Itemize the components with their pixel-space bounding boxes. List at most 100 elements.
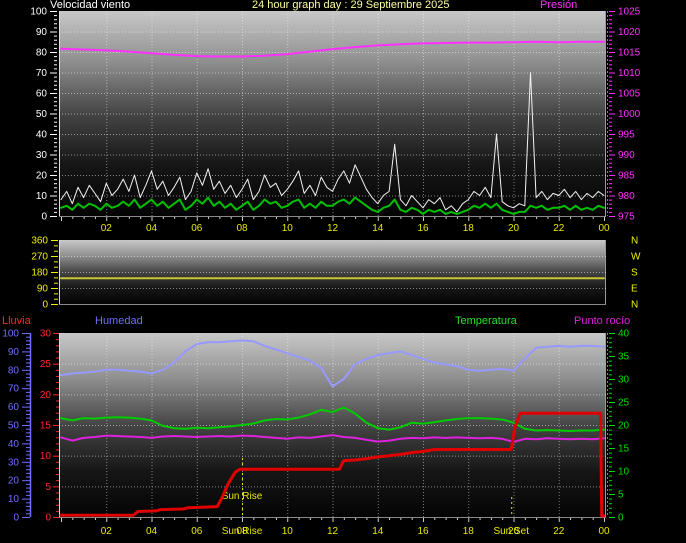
wind-average-series (60, 196, 605, 215)
pressure-series (60, 40, 605, 58)
svg-text:20: 20 (618, 421, 630, 432)
humidity-legend-label: Humedad (95, 315, 143, 327)
wind-direction-left-axis: 0 90 180 270 360 (31, 236, 58, 311)
svg-text:16: 16 (417, 526, 429, 537)
humidity-temp-rain-grid (59, 333, 606, 517)
svg-text:30: 30 (8, 457, 20, 468)
svg-text:15: 15 (618, 444, 630, 455)
svg-text:35: 35 (618, 352, 630, 363)
bottom-x-ticks (61, 518, 605, 522)
svg-text:1005: 1005 (618, 89, 641, 100)
svg-text:10: 10 (618, 467, 630, 478)
wind-panel-x-labels: 02 04 06 08 10 12 14 16 18 20 22 00 (101, 223, 610, 234)
humidity-left-axis: 0 10 20 30 40 50 60 70 80 90 100 (2, 329, 32, 524)
svg-text:12: 12 (327, 223, 339, 234)
svg-text:22: 22 (553, 223, 565, 234)
svg-text:15: 15 (40, 421, 52, 432)
svg-text:40: 40 (8, 439, 20, 450)
svg-text:08: 08 (236, 526, 248, 537)
svg-text:12: 12 (327, 526, 339, 537)
svg-text:40: 40 (36, 130, 48, 141)
svg-text:20: 20 (508, 526, 520, 537)
svg-text:04: 04 (146, 223, 158, 234)
svg-text:70: 70 (36, 68, 48, 79)
svg-text:80: 80 (36, 48, 48, 59)
svg-text:180: 180 (31, 268, 48, 279)
graph-title: 24 hour graph day : 29 Septiembre 2025 (252, 0, 450, 11)
svg-text:360: 360 (31, 236, 48, 247)
svg-text:30: 30 (36, 150, 48, 161)
bottom-x-labels: 02 04 06 08 10 12 14 16 18 20 22 00 (101, 526, 610, 537)
svg-text:20: 20 (40, 390, 52, 401)
svg-text:100: 100 (2, 329, 19, 340)
svg-text:E: E (631, 284, 638, 295)
svg-text:30: 30 (618, 375, 630, 386)
svg-text:995: 995 (618, 130, 635, 141)
rain-legend-label: Lluvia (2, 315, 31, 327)
svg-text:1000: 1000 (618, 109, 641, 120)
svg-text:20: 20 (8, 476, 20, 487)
svg-text:0: 0 (41, 212, 47, 223)
svg-text:0: 0 (42, 300, 48, 311)
svg-text:980: 980 (618, 191, 635, 202)
pressure-right-axis: 975 980 985 990 995 1000 1005 1010 1015 1020 1025 (607, 7, 641, 223)
pressure-legend-label: Presión (540, 0, 578, 11)
svg-text:18: 18 (463, 526, 475, 537)
svg-text:20: 20 (36, 171, 48, 182)
svg-text:70: 70 (8, 384, 20, 395)
humidity-series (60, 339, 605, 388)
sun-markers: Sun Rise (222, 458, 513, 517)
temperature-legend-label: Temperatura (455, 315, 517, 327)
svg-text:0: 0 (45, 513, 51, 524)
svg-text:25: 25 (40, 359, 52, 370)
svg-text:Sun Rise: Sun Rise (222, 491, 263, 502)
svg-text:16: 16 (417, 223, 429, 234)
rain-series (59, 411, 606, 518)
svg-text:270: 270 (31, 252, 48, 263)
svg-text:N: N (631, 300, 638, 311)
wind-panel-x-ticks (61, 217, 605, 221)
svg-text:06: 06 (191, 223, 203, 234)
svg-text:10: 10 (36, 191, 48, 202)
svg-text:10: 10 (8, 494, 20, 505)
rain-left-axis: 0 5 10 15 20 25 30 (40, 329, 59, 524)
svg-text:100: 100 (30, 7, 47, 18)
svg-text:10: 10 (282, 223, 294, 234)
svg-text:25: 25 (618, 398, 630, 409)
svg-text:985: 985 (618, 171, 635, 182)
svg-text:30: 30 (40, 329, 52, 340)
svg-text:14: 14 (372, 526, 384, 537)
svg-text:02: 02 (101, 223, 113, 234)
svg-text:80: 80 (8, 365, 20, 376)
temperature-series (60, 406, 605, 432)
svg-text:0: 0 (13, 513, 19, 524)
svg-text:5: 5 (618, 490, 624, 501)
svg-text:10: 10 (282, 526, 294, 537)
svg-text:1015: 1015 (618, 48, 641, 59)
wind-speed-left-axis: 0 10 20 30 40 50 60 70 80 90 100 (30, 7, 57, 223)
svg-text:40: 40 (618, 329, 630, 340)
svg-text:20: 20 (508, 223, 520, 234)
svg-text:50: 50 (8, 421, 20, 432)
svg-text:1025: 1025 (618, 7, 641, 18)
svg-text:00: 00 (598, 526, 610, 537)
svg-text:90: 90 (37, 284, 49, 295)
svg-text:60: 60 (36, 89, 48, 100)
svg-text:10: 10 (40, 451, 52, 462)
svg-text:00: 00 (598, 223, 610, 234)
svg-text:90: 90 (36, 27, 48, 38)
wind-gust-series (60, 72, 605, 213)
svg-text:08: 08 (236, 223, 248, 234)
svg-text:Sun Set: Sun Set (493, 526, 529, 537)
svg-text:50: 50 (36, 109, 48, 120)
sun-axis-labels: Sun Rise Sun Set (222, 526, 530, 537)
svg-text:5: 5 (45, 482, 51, 493)
svg-text:02: 02 (101, 526, 113, 537)
temperature-right-axis: 0 5 10 15 20 25 30 35 40 (607, 329, 630, 524)
wind-direction-grid (59, 256, 606, 289)
svg-text:Sun Rise: Sun Rise (222, 526, 263, 537)
svg-text:975: 975 (618, 212, 635, 223)
